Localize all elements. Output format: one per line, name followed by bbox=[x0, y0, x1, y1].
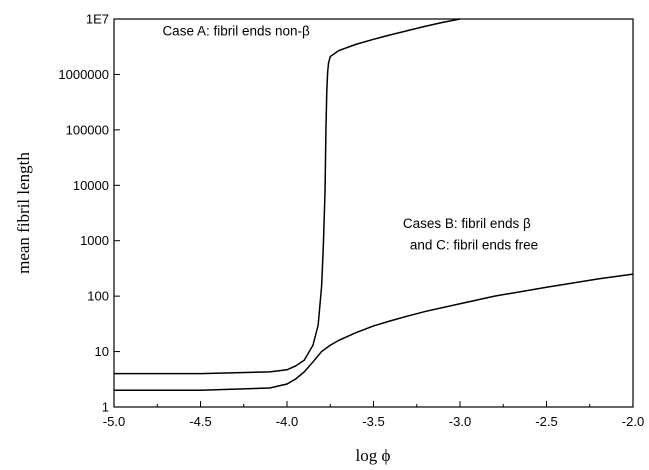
series-line-1 bbox=[114, 18, 461, 375]
annotation-label: and C: fibril ends free bbox=[410, 237, 538, 252]
x-tick-label: -2.5 bbox=[535, 414, 557, 429]
y-tick-label: 10000 bbox=[73, 178, 109, 193]
series-2-point bbox=[269, 387, 271, 389]
y-tick-label: 1 bbox=[102, 400, 109, 415]
series-line-2 bbox=[114, 273, 634, 392]
series-1-point bbox=[442, 21, 444, 23]
series-1-point bbox=[390, 34, 392, 36]
series-2-point bbox=[355, 331, 357, 334]
series-2-point bbox=[494, 295, 496, 297]
y-tick-label: 100 bbox=[87, 289, 109, 304]
series-2-point bbox=[321, 350, 323, 353]
series-2-point bbox=[199, 389, 202, 391]
x-tick-label: -3.5 bbox=[362, 414, 384, 429]
series-2-point bbox=[459, 303, 461, 305]
x-axis-ticks: -5.0 -4.5 -4.0 -3.5 -3.0 -2.5 -2.0 bbox=[103, 401, 644, 429]
series-2-point bbox=[390, 320, 392, 322]
series-2-point bbox=[597, 278, 600, 280]
series-1-point bbox=[295, 365, 297, 367]
y-tick-label: 100000 bbox=[66, 122, 109, 137]
series-2-point bbox=[338, 339, 340, 341]
series-2-point bbox=[372, 325, 375, 327]
y-tick-label: 1000000 bbox=[58, 67, 109, 82]
series-2-point bbox=[303, 371, 305, 373]
series-layer bbox=[113, 18, 634, 392]
series-1-point bbox=[424, 25, 426, 27]
series-1-point bbox=[329, 55, 331, 58]
series-1-point bbox=[286, 369, 288, 371]
x-axis-title: log ϕ bbox=[356, 446, 391, 465]
series-1-point bbox=[327, 71, 329, 73]
annotation-layer: Case A: fibril ends non-β Cases B: fibril… bbox=[162, 24, 538, 253]
plot-frame bbox=[113, 18, 634, 408]
x-tick-label: -2.0 bbox=[622, 414, 644, 429]
series-2-point bbox=[545, 286, 548, 288]
y-tick-label: 1E7 bbox=[86, 12, 109, 27]
annotation-label: Case A: fibril ends non-β bbox=[162, 24, 310, 39]
series-2-point bbox=[295, 378, 297, 380]
y-axis-title: mean fibril length bbox=[14, 152, 33, 274]
series-2-point bbox=[312, 361, 314, 363]
series-1-point bbox=[303, 359, 305, 361]
x-tick-label: -5.0 bbox=[103, 414, 125, 429]
series-1-point bbox=[269, 371, 271, 373]
series-2-point bbox=[424, 310, 426, 313]
series-1-point bbox=[327, 62, 330, 64]
series-2-point bbox=[286, 383, 288, 385]
series-1-point bbox=[372, 38, 375, 40]
series-1-point bbox=[312, 344, 314, 346]
series-2-point bbox=[329, 344, 331, 346]
series-1-point bbox=[321, 285, 323, 287]
y-tick-label: 10 bbox=[95, 344, 109, 359]
series-1-point bbox=[338, 49, 340, 52]
y-tick-label: 1000 bbox=[80, 233, 109, 248]
x-tick-label: -4.5 bbox=[189, 414, 211, 429]
x-tick-label: -4.0 bbox=[276, 414, 298, 429]
series-1-point bbox=[325, 129, 327, 131]
y-axis-ticks: 1 10 100 1000 10000 100000 1000000 1E7 bbox=[58, 12, 120, 415]
series-2-point bbox=[407, 315, 409, 317]
series-1-point bbox=[326, 90, 328, 92]
series-1-point bbox=[322, 245, 324, 247]
annotation-label: Cases B: fibril ends β bbox=[403, 216, 531, 231]
series-1-point bbox=[324, 190, 326, 192]
x-tick-label: -3.0 bbox=[449, 414, 471, 429]
series-1-point bbox=[407, 29, 409, 32]
series-1-point bbox=[317, 324, 319, 326]
series-1-point bbox=[355, 43, 357, 45]
series-1-point bbox=[199, 373, 202, 375]
